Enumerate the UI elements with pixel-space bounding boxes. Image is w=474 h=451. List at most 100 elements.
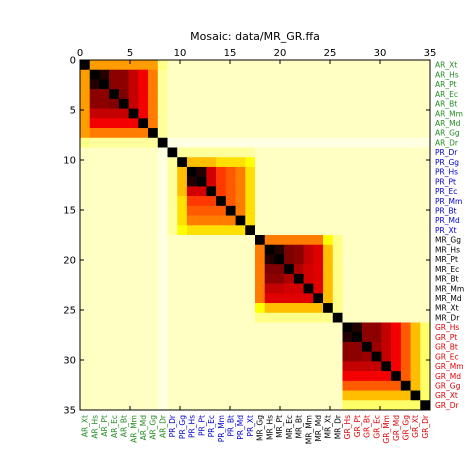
- heatmap-cell-MR_Gg-MR_Dr: [332, 235, 343, 246]
- heatmap-cell-MR_Md-AR_Xt: [80, 293, 91, 304]
- heatmap-cell-PR_Gg-AR_Gg: [148, 157, 159, 168]
- heatmap-cell-AR_Ec-MR_Dr: [332, 89, 343, 100]
- row-label-PR_Bt: PR_Bt: [435, 206, 457, 215]
- heatmap-cell-MR_Hs-PR_Xt: [245, 244, 256, 255]
- heatmap-cell-GR_Gg-PR_Xt: [245, 380, 256, 391]
- heatmap-cell-MR_Hs-AR_Xt: [80, 244, 91, 255]
- heatmap-cell-GR_Mm-PR_Pt: [196, 361, 207, 372]
- heatmap-cell-PR_Hs-MR_Pt: [274, 166, 285, 177]
- heatmap-cell-AR_Mm-MR_Gg: [255, 108, 266, 119]
- heatmap-cell-MR_Gg-GR_Xt: [410, 235, 421, 246]
- heatmap-cell-AR_Ec-MR_Xt: [323, 89, 334, 100]
- heatmap-cell-AR_Hs-AR_Xt: [80, 69, 91, 80]
- heatmap-cell-GR_Dr-MR_Mm: [303, 400, 314, 411]
- heatmap-cell-AR_Md-GR_Dr: [420, 118, 431, 129]
- heatmap-cell-AR_Mm-GR_Hs: [342, 108, 353, 119]
- heatmap-cell-GR_Pt-GR_Hs: [342, 332, 353, 343]
- heatmap-cell-PR_Gg-GR_Md: [391, 157, 402, 168]
- heatmap-cell-MR_Xt-MR_Xt: [323, 303, 334, 314]
- heatmap-cell-MR_Gg-AR_Mm: [128, 235, 139, 246]
- row-label-GR_Hs: GR_Hs: [435, 323, 459, 332]
- heatmap-cell-PR_Pt-PR_Ec: [206, 176, 217, 187]
- heatmap-cell-AR_Dr-MR_Bt: [293, 137, 304, 148]
- heatmap-cell-MR_Dr-MR_Pt: [274, 312, 285, 323]
- heatmap-cell-PR_Dr-PR_Pt: [196, 147, 207, 158]
- heatmap-cell-MR_Hs-GR_Xt: [410, 244, 421, 255]
- heatmap-cell-MR_Xt-AR_Pt: [99, 303, 110, 314]
- heatmap-cell-AR_Bt-AR_Xt: [80, 98, 91, 109]
- heatmap-cell-PR_Ec-GR_Ec: [371, 186, 382, 197]
- heatmap-cell-GR_Mm-GR_Bt: [361, 361, 372, 372]
- heatmap-cell-PR_Bt-GR_Pt: [352, 205, 363, 216]
- heatmap-cell-MR_Pt-PR_Hs: [186, 254, 197, 265]
- heatmap-cell-GR_Bt-MR_Mm: [303, 341, 314, 352]
- heatmap-cell-MR_Hs-PR_Md: [235, 244, 246, 255]
- heatmap-cell-MR_Gg-MR_Pt: [274, 235, 285, 246]
- heatmap-cell-AR_Pt-GR_Md: [391, 79, 402, 90]
- heatmap-cell-AR_Dr-AR_Pt: [99, 137, 110, 148]
- heatmap-cell-MR_Xt-GR_Gg: [400, 303, 411, 314]
- heatmap-cell-AR_Xt-PR_Mm: [216, 60, 227, 71]
- heatmap-cell-AR_Ec-GR_Xt: [410, 89, 421, 100]
- heatmap-cell-AR_Md-MR_Md: [313, 118, 324, 129]
- heatmap-cell-PR_Gg-MR_Dr: [332, 157, 343, 168]
- heatmap-cell-MR_Gg-GR_Hs: [342, 235, 353, 246]
- heatmap-cell-GR_Pt-AR_Ec: [109, 332, 120, 343]
- heatmap-cell-MR_Xt-GR_Pt: [352, 303, 363, 314]
- heatmap-cell-AR_Pt-GR_Hs: [342, 79, 353, 90]
- heatmap-cell-GR_Gg-GR_Hs: [342, 380, 353, 391]
- heatmap-cell-MR_Mm-MR_Gg: [255, 283, 266, 294]
- heatmap-cell-MR_Pt-AR_Mm: [128, 254, 139, 265]
- column-label-GR_Pt: GR_Pt: [353, 415, 362, 437]
- heatmap-cell-MR_Dr-AR_Gg: [148, 312, 159, 323]
- heatmap-cell-PR_Ec-AR_Bt: [118, 186, 129, 197]
- heatmap-cell-PR_Md-PR_Bt: [225, 215, 236, 226]
- heatmap-cell-PR_Pt-GR_Md: [391, 176, 402, 187]
- heatmap-cell-GR_Dr-AR_Mm: [128, 400, 139, 411]
- heatmap-cell-AR_Xt-MR_Hs: [264, 60, 275, 71]
- heatmap-cell-AR_Hs-GR_Hs: [342, 69, 353, 80]
- heatmap-cell-MR_Mm-GR_Dr: [420, 283, 431, 294]
- heatmap-cell-AR_Ec-MR_Hs: [264, 89, 275, 100]
- column-label-MR_Xt: MR_Xt: [324, 415, 333, 439]
- heatmap-cell-MR_Pt-GR_Xt: [410, 254, 421, 265]
- heatmap-cell-PR_Pt-GR_Gg: [400, 176, 411, 187]
- heatmap-cell-PR_Md-GR_Md: [391, 215, 402, 226]
- heatmap-cell-PR_Md-PR_Md: [235, 215, 246, 226]
- heatmap-cell-GR_Dr-AR_Xt: [80, 400, 91, 411]
- heatmap-cell-PR_Md-PR_Xt: [245, 215, 256, 226]
- heatmap-cell-MR_Dr-PR_Md: [235, 312, 246, 323]
- heatmap-cell-PR_Gg-GR_Xt: [410, 157, 421, 168]
- heatmap-cell-MR_Bt-MR_Md: [313, 273, 324, 284]
- heatmap-cell-MR_Gg-AR_Bt: [118, 235, 129, 246]
- heatmap-cell-PR_Hs-PR_Mm: [216, 166, 227, 177]
- heatmap-cell-PR_Hs-MR_Xt: [323, 166, 334, 177]
- heatmap-cell-PR_Bt-AR_Mm: [128, 205, 139, 216]
- heatmap-cell-GR_Dr-MR_Xt: [323, 400, 334, 411]
- heatmap-cell-GR_Gg-MR_Hs: [264, 380, 275, 391]
- heatmap-cell-PR_Mm-PR_Pt: [196, 196, 207, 207]
- heatmap-cell-PR_Pt-MR_Bt: [293, 176, 304, 187]
- heatmap-cell-GR_Bt-AR_Ec: [109, 341, 120, 352]
- heatmap-cell-MR_Md-AR_Bt: [118, 293, 129, 304]
- column-label-PR_Bt: PR_Bt: [226, 415, 235, 437]
- heatmap-cell-PR_Dr-GR_Md: [391, 147, 402, 158]
- heatmap-cell-GR_Xt-GR_Gg: [400, 390, 411, 401]
- heatmap-cell-MR_Dr-GR_Hs: [342, 312, 353, 323]
- heatmap-cell-AR_Mm-PR_Md: [235, 108, 246, 119]
- heatmap-cell-PR_Gg-PR_Ec: [206, 157, 217, 168]
- heatmap-cell-PR_Xt-GR_Ec: [371, 225, 382, 236]
- heatmap-cell-PR_Ec-GR_Xt: [410, 186, 421, 197]
- heatmap-cell-PR_Mm-PR_Xt: [245, 196, 256, 207]
- heatmap-cell-AR_Gg-PR_Dr: [167, 128, 178, 139]
- heatmap-cell-GR_Ec-AR_Hs: [89, 351, 100, 362]
- heatmap-cell-PR_Hs-PR_Dr: [167, 166, 178, 177]
- heatmap-cell-PR_Xt-MR_Dr: [332, 225, 343, 236]
- heatmap-cell-PR_Ec-AR_Dr: [157, 186, 168, 197]
- heatmap-cell-GR_Gg-MR_Bt: [293, 380, 304, 391]
- heatmap-cell-AR_Md-AR_Xt: [80, 118, 91, 129]
- heatmap-cell-MR_Hs-AR_Ec: [109, 244, 120, 255]
- heatmap-cell-AR_Mm-MR_Md: [313, 108, 324, 119]
- heatmap-cell-AR_Pt-MR_Dr: [332, 79, 343, 90]
